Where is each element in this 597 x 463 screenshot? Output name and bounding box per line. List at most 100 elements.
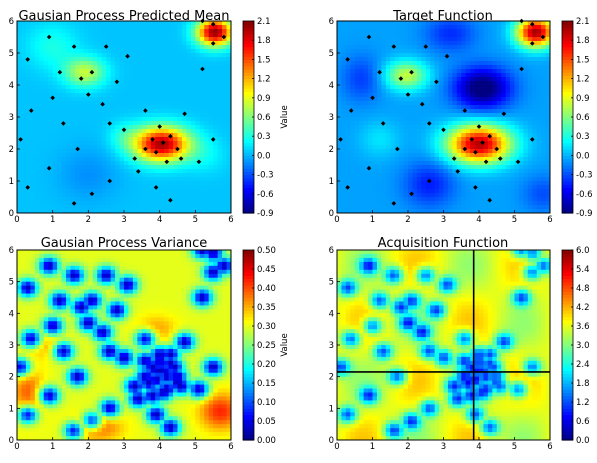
heatmap-cell: [34, 33, 40, 38]
heatmap-cell: [456, 85, 462, 90]
heatmap-cell: [470, 173, 476, 178]
heatmap-cell: [115, 49, 121, 54]
heatmap-cell: [385, 29, 391, 34]
heatmap-cell: [479, 137, 485, 142]
heatmap-cell: [412, 121, 418, 126]
heatmap-cell: [416, 101, 422, 106]
heatmap-cell: [150, 121, 156, 126]
heatmap-cell: [217, 101, 223, 106]
sample-point: [89, 69, 95, 75]
heatmap-cell: [101, 105, 107, 110]
heatmap-cell: [17, 396, 23, 402]
heatmap-cell: [34, 121, 40, 126]
heatmap-cell: [48, 137, 54, 142]
heatmap-cell: [88, 205, 94, 210]
heatmap-cell: [190, 125, 196, 130]
heatmap-cell: [430, 149, 436, 154]
heatmap-cell: [425, 25, 431, 30]
heatmap-cell: [88, 73, 94, 78]
heatmap-cell: [222, 157, 228, 162]
heatmap-cell: [341, 57, 347, 62]
heatmap-cell: [61, 141, 67, 146]
heatmap-cell: [545, 137, 550, 142]
heatmap-cell: [25, 109, 31, 114]
heatmap-cell: [83, 85, 89, 90]
heatmap-cell: [173, 61, 179, 66]
heatmap-cell: [337, 101, 343, 106]
heatmap-cell: [368, 93, 374, 98]
heatmap-cell: [372, 69, 378, 74]
heatmap-cell: [128, 209, 134, 213]
heatmap-cell: [501, 121, 507, 126]
heatmap-cell: [115, 73, 121, 78]
heatmap-cell: [186, 201, 192, 206]
heatmap-cell: [34, 53, 40, 58]
heatmap-cell: [363, 37, 369, 42]
heatmap-cell: [479, 113, 485, 118]
heatmap-cell: [137, 53, 143, 58]
heatmap-cell: [416, 65, 422, 70]
heatmap-cell: [222, 93, 228, 98]
heatmap-cell: [137, 189, 143, 194]
heatmap-cell: [381, 189, 387, 194]
heatmap-cell: [465, 65, 471, 70]
heatmap-cell: [21, 73, 27, 78]
heatmap-cell: [372, 205, 378, 210]
heatmap-cell: [465, 61, 471, 66]
heatmap-cell: [439, 129, 445, 134]
heatmap-cell: [159, 45, 165, 50]
heatmap-cell: [416, 97, 422, 102]
heatmap-cell: [350, 37, 356, 42]
heatmap-cell: [470, 117, 476, 122]
heatmap-cell: [177, 129, 183, 134]
heatmap-cell: [443, 49, 449, 54]
heatmap-cell: [439, 41, 445, 46]
heatmap-cell: [92, 85, 98, 90]
heatmap-cell: [57, 185, 63, 190]
heatmap-cell: [532, 57, 538, 62]
heatmap-cell: [368, 81, 374, 86]
heatmap-cell: [83, 61, 89, 66]
heatmap-cell: [137, 157, 143, 162]
heatmap-cell: [204, 161, 210, 166]
sample-point: [455, 169, 460, 174]
heatmap-cell: [110, 201, 116, 206]
heatmap-cell: [150, 145, 156, 150]
heatmap-cell: [186, 85, 192, 90]
heatmap-cell: [527, 21, 533, 26]
heatmap-cell: [17, 257, 23, 263]
heatmap-cell: [465, 117, 471, 122]
heatmap-cell: [447, 53, 453, 58]
heatmap-cell: [376, 65, 382, 70]
heatmap-cell: [92, 41, 98, 46]
heatmap-cell: [173, 209, 179, 213]
heatmap-cell: [146, 197, 152, 202]
heatmap-cell: [527, 161, 533, 166]
heatmap-cell: [222, 205, 228, 210]
heatmap-cell: [514, 77, 520, 82]
heatmap-cell: [505, 109, 511, 114]
heatmap-cell: [70, 93, 76, 98]
heatmap-cell: [97, 85, 103, 90]
heatmap-cell: [416, 161, 422, 166]
heatmap-cell: [17, 205, 23, 210]
heatmap-cell: [465, 57, 471, 62]
heatmap-cell: [496, 21, 502, 26]
heatmap-cell: [461, 177, 467, 182]
heatmap-cell: [430, 165, 436, 170]
heatmap-cell: [159, 125, 165, 130]
heatmap-cell: [70, 49, 76, 54]
heatmap-cell: [48, 85, 54, 90]
heatmap-cell: [21, 105, 27, 110]
heatmap-cell: [155, 21, 161, 26]
heatmap-cell: [48, 113, 54, 118]
heatmap-cell: [505, 165, 511, 170]
heatmap-cell: [208, 189, 214, 194]
heatmap-cell: [137, 81, 143, 86]
heatmap-cell: [155, 125, 161, 130]
heatmap-cell: [487, 165, 493, 170]
heatmap-cell: [394, 73, 400, 78]
heatmap-cell: [465, 49, 471, 54]
heatmap-cell: [222, 161, 228, 166]
heatmap-cell: [97, 73, 103, 78]
